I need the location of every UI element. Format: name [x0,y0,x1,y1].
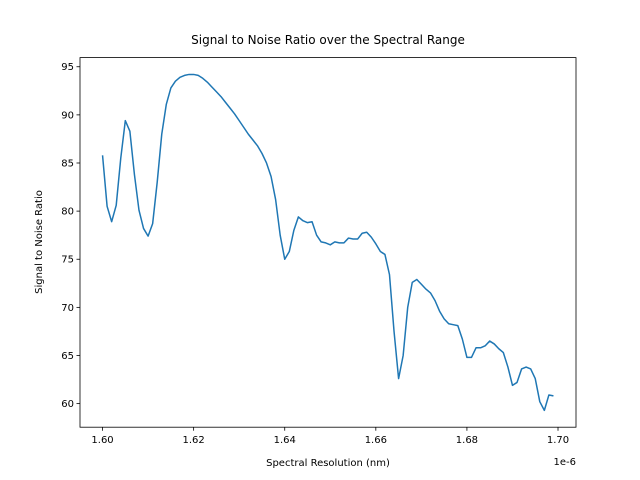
y-tick-label: 70 [61,303,74,314]
x-axis-label: Spectral Resolution (nm) [266,458,390,469]
y-axis-label: Signal to Noise Ratio [34,190,45,294]
plot-frame [79,57,577,428]
series-line [101,73,554,412]
y-tick-label: 60 [61,399,74,410]
x-offset-text: 1e-6 [554,457,577,468]
x-tick-label: 1.68 [456,435,478,446]
y-tick-label: 80 [61,207,74,218]
y-tick-label: 75 [61,255,74,266]
y-tick-label: 65 [61,351,74,362]
x-tick-label: 1.60 [91,435,113,446]
y-tick-label: 90 [61,110,74,121]
chart-title: Signal to Noise Ratio over the Spectral … [191,33,465,47]
x-tick-label: 1.62 [183,435,205,446]
x-tick-label: 1.64 [274,435,296,446]
y-tick-label: 95 [61,62,74,73]
y-tick-label: 85 [61,158,74,169]
x-tick-label: 1.66 [365,435,387,446]
x-tick-label: 1.70 [547,435,569,446]
